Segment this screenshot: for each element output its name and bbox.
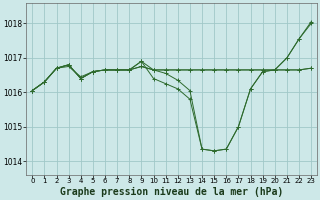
X-axis label: Graphe pression niveau de la mer (hPa): Graphe pression niveau de la mer (hPa)	[60, 187, 283, 197]
